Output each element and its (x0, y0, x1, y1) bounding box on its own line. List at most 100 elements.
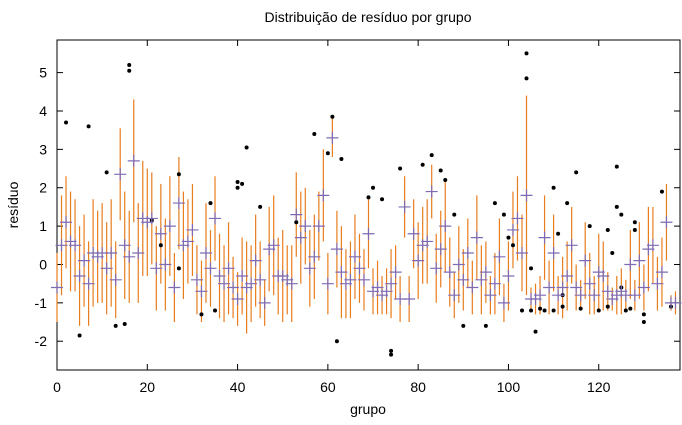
mean-marker (186, 223, 199, 236)
mean-marker (520, 189, 533, 202)
y-tick-label: 1 (39, 218, 47, 234)
outlier-point (542, 308, 547, 313)
mean-marker (479, 266, 492, 279)
mean-marker (231, 293, 244, 306)
mean-marker (344, 273, 357, 286)
mean-marker (601, 285, 614, 298)
outlier-point (560, 304, 565, 309)
mean-marker (114, 168, 127, 181)
mean-marker (308, 250, 321, 263)
mean-marker (570, 281, 583, 294)
mean-marker (430, 262, 443, 275)
outlier-point (64, 120, 69, 125)
outlier-point (371, 185, 376, 190)
mean-marker (145, 212, 158, 225)
outlier-point (578, 306, 583, 311)
chart-title: Distribuição de resíduo por grupo (264, 9, 471, 25)
outlier-point (452, 212, 457, 217)
outlier-point (492, 201, 497, 206)
y-tick-label: 2 (39, 180, 47, 196)
mean-marker (412, 254, 425, 267)
mean-marker (199, 246, 212, 259)
mean-marker (236, 269, 249, 282)
mean-marker (163, 220, 176, 233)
mean-marker (655, 266, 668, 279)
outlier-point (244, 145, 249, 150)
outlier-point (614, 164, 619, 169)
outlier-point (538, 306, 543, 311)
outlier-point (587, 224, 592, 229)
mean-marker (181, 235, 194, 248)
mean-marker (127, 154, 140, 167)
mean-marker (294, 231, 307, 244)
mean-marker (497, 296, 510, 309)
mean-marker (651, 277, 664, 290)
outlier-point (235, 185, 240, 190)
mean-marker (330, 243, 343, 256)
mean-marker (534, 289, 547, 302)
mean-marker (511, 212, 524, 225)
mean-marker (222, 262, 235, 275)
outlier-point (574, 170, 579, 175)
outlier-point (398, 166, 403, 171)
mean-marker (362, 227, 375, 240)
outlier-point (565, 201, 570, 206)
outlier-point (339, 156, 344, 161)
x-tick-label: 60 (320, 379, 336, 395)
outlier-point (325, 151, 330, 156)
x-tick-label: 80 (410, 379, 426, 395)
outlier-point (127, 62, 132, 67)
x-axis-label: grupo (350, 401, 386, 417)
plot-frame (56, 39, 681, 371)
mean-marker (267, 239, 280, 252)
mean-marker (312, 220, 325, 233)
outlier-point (389, 352, 394, 357)
mean-marker (321, 277, 334, 290)
mean-marker (475, 273, 488, 286)
mean-marker (154, 227, 167, 240)
outlier-point (610, 250, 615, 255)
x-tick-label: 20 (140, 379, 156, 395)
outlier-point (127, 68, 132, 73)
outlier-point (501, 212, 506, 217)
mean-marker (317, 189, 330, 202)
mean-marker (51, 281, 63, 294)
mean-marker (583, 277, 596, 290)
mean-marker (195, 285, 208, 298)
outlier-point (632, 227, 637, 232)
mean-marker (353, 262, 366, 275)
mean-marker (132, 246, 145, 259)
mean-marker (55, 239, 68, 252)
mean-marker (398, 200, 411, 213)
x-tick-label: 0 (53, 379, 61, 395)
mean-marker (82, 277, 95, 290)
mean-marker (254, 273, 267, 286)
outlier-point (641, 320, 646, 325)
outlier-point (380, 197, 385, 202)
y-tick-label: -1 (35, 295, 48, 311)
mean-marker (389, 266, 402, 279)
mean-marker (249, 254, 262, 267)
mean-marker (633, 254, 646, 267)
outlier-point (176, 266, 181, 271)
mean-marker (588, 289, 601, 302)
y-axis-label: resíduo (5, 181, 21, 228)
mean-marker (213, 269, 226, 282)
y-tick-label: 0 (39, 256, 47, 272)
outlier-point (420, 162, 425, 167)
outlier-point (86, 124, 91, 129)
mean-marker (227, 281, 240, 294)
mean-marker (421, 235, 434, 248)
outlier-point (632, 220, 637, 225)
mean-marker (466, 281, 479, 294)
mean-marker (371, 281, 384, 294)
outlier-point (623, 308, 628, 313)
y-tick-label: -2 (35, 333, 48, 349)
mean-marker (628, 289, 641, 302)
outlier-point (443, 178, 448, 183)
mean-marker (380, 285, 393, 298)
outlier-point (438, 168, 443, 173)
mean-marker (385, 277, 398, 290)
y-tick-label: 4 (39, 103, 47, 119)
outlier-point (294, 220, 299, 225)
